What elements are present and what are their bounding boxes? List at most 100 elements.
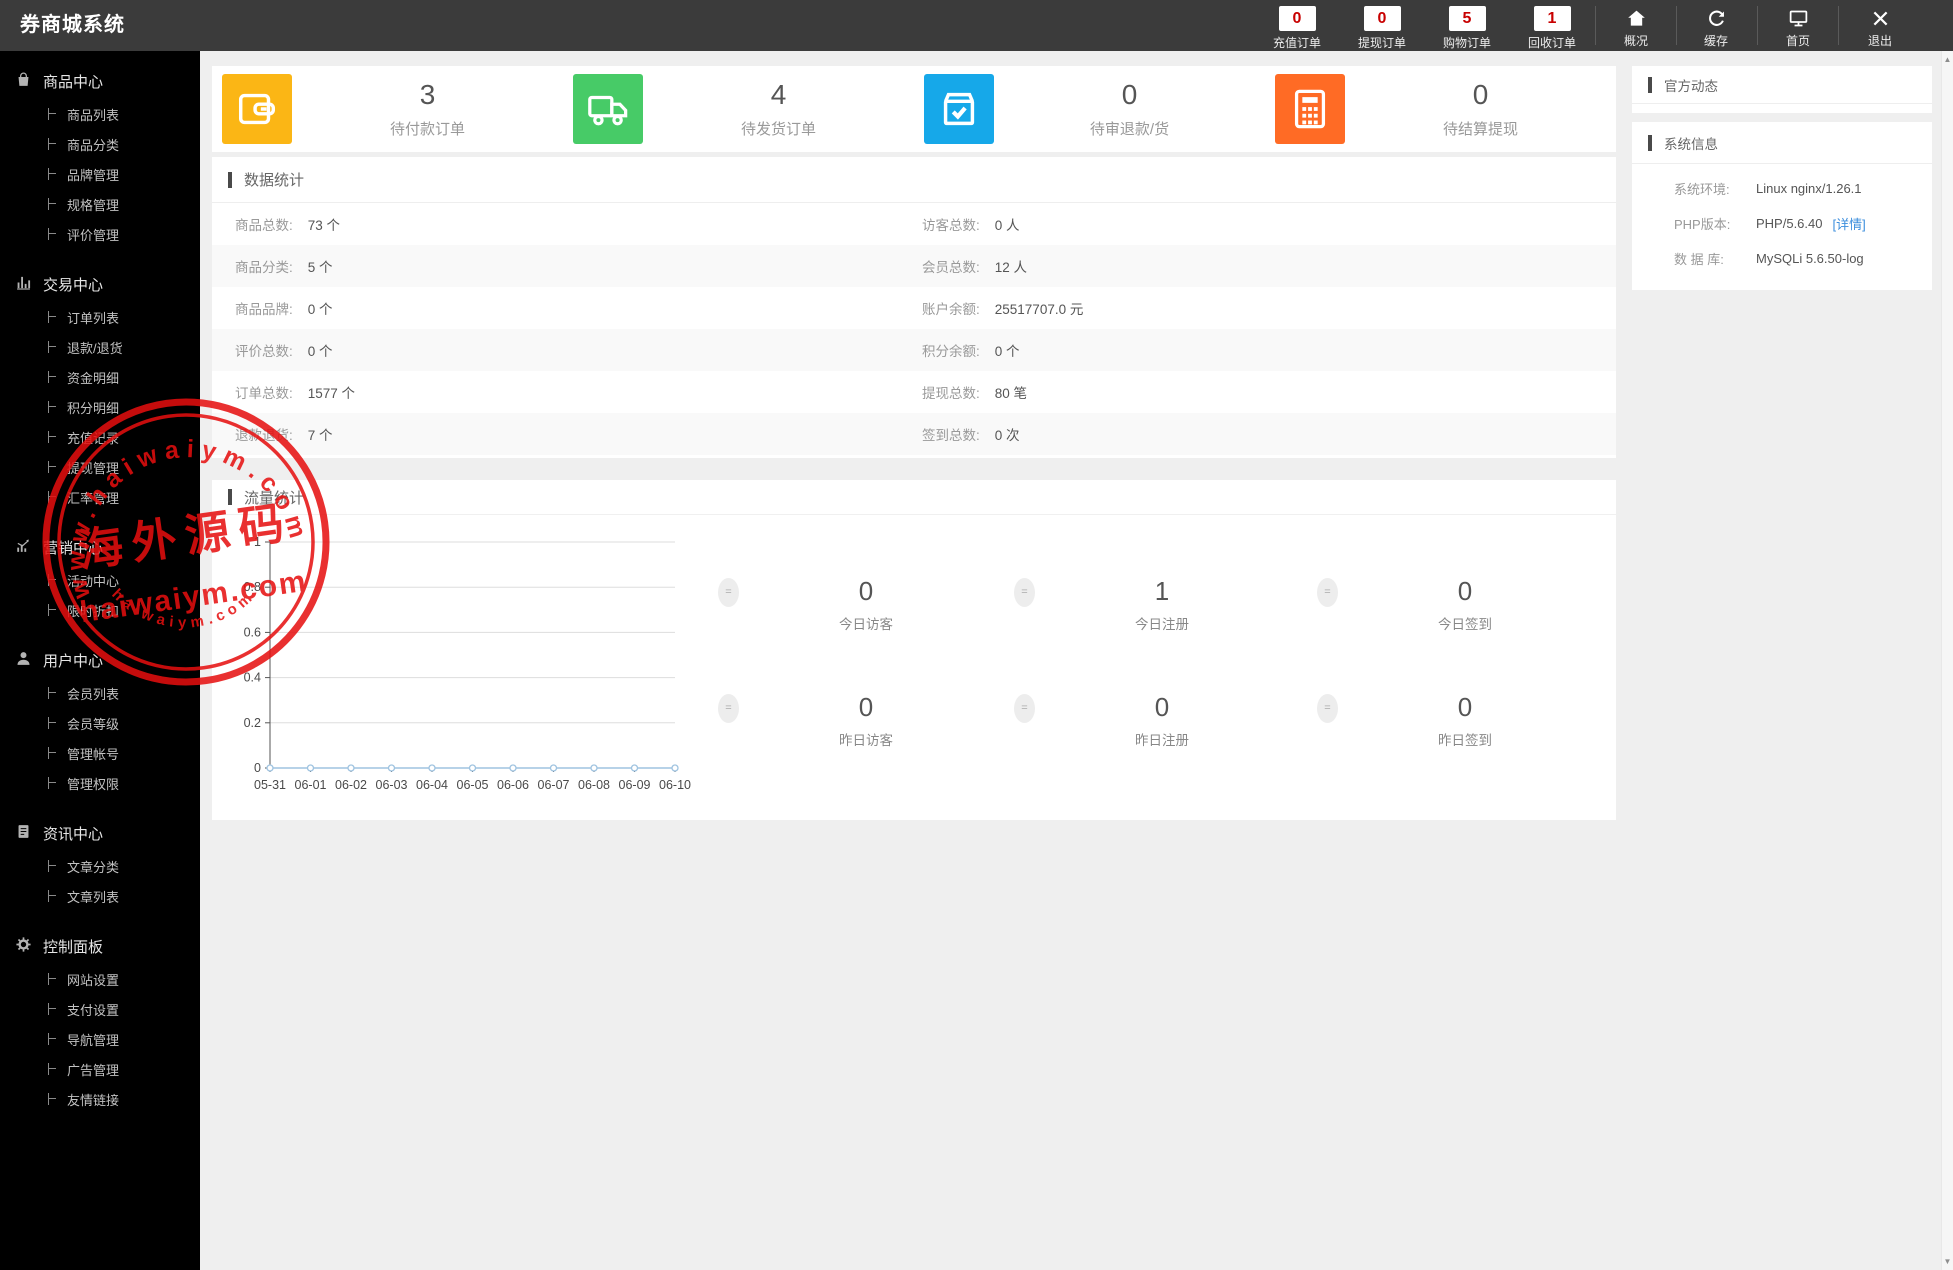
sidebar-item[interactable]: 商品分类 [0,129,200,159]
stat-label: 商品品牌: [235,302,293,317]
sidebar-item-label: 退款/退货 [67,340,123,356]
sidebar-item[interactable]: 商品列表 [0,99,200,129]
sidebar-item[interactable]: 退款/退货 [0,332,200,362]
stat-card-0[interactable]: 3 待付款订单 [212,66,563,152]
submenu-tick-icon [48,198,58,210]
header-separator [1595,6,1596,45]
sidebar-item-label: 管理帐号 [67,746,120,762]
stat-cell: 会员总数: 12 人 [914,256,1616,276]
php-details-link[interactable]: [详情] [1832,217,1866,232]
stat-value: 0 个 [307,302,333,317]
sidebar-item-label: 管理权限 [67,776,120,792]
sidebar-item[interactable]: 规格管理 [0,189,200,219]
php-version-label: PHP版本: [1674,217,1731,232]
sidebar-section-header-3[interactable]: 用户中心 [0,642,200,678]
sidebar-item-label: 活动中心 [67,573,120,589]
official-news-panel: 官方动态 [1632,66,1932,113]
sidebar: 商品中心 商品列表 商品分类 品牌管理 规格管理 评价管理交易中心订单列表退款/退货资金明… [0,51,200,1270]
sidebar-section-header-4[interactable]: 资讯中心 [0,815,200,851]
stat-card-1[interactable]: 4 待发货订单 [563,66,914,152]
sidebar-item[interactable]: 文章分类 [0,851,200,881]
sidebar-section-header-5[interactable]: 控制面板 [0,928,200,964]
badge-count: 1 [1533,6,1571,31]
monitor-icon [1758,8,1838,29]
sidebar-item[interactable]: 积分明细 [0,392,200,422]
traffic-stat-cell: = 0 今日签到 [1315,576,1615,633]
header-separator [1757,6,1758,45]
scroll-down-arrow[interactable]: ▼ [1943,1257,1952,1266]
stat-card-3[interactable]: 0 待结算提现 [1265,66,1616,152]
sidebar-item[interactable]: 管理权限 [0,768,200,798]
sidebar-item[interactable]: 汇率管理 [0,482,200,512]
system-env-label: 系统环境: [1674,182,1730,197]
sidebar-item[interactable]: 会员列表 [0,678,200,708]
traffic-stat-cell: = 0 昨日访客 [716,692,1016,749]
sidebar-item[interactable]: 广告管理 [0,1054,200,1084]
sidebar-item[interactable]: 导航管理 [0,1024,200,1054]
sidebar-section-2: 营销中心活动中心限时折扣 [0,529,200,625]
sidebar-item[interactable]: 评价管理 [0,219,200,249]
sidebar-section-label: 用户中心 [43,652,104,670]
sidebar-section-header-0[interactable]: 商品中心 [0,63,200,99]
header-action-0[interactable]: 概况 [1596,8,1676,49]
data-stats-row: 订单总数: 1577 个 提现总数: 80 笔 [212,371,1616,413]
submenu-tick-icon [48,574,58,586]
sidebar-item-label: 广告管理 [67,1062,120,1078]
equals-badge-icon: = [718,694,739,723]
traffic-stat-label: 昨日签到 [1438,733,1492,748]
scrollbar[interactable]: ▲ ▼ [1941,51,1953,1270]
database-label: 数 据 库: [1674,252,1724,267]
sidebar-item[interactable]: 网站设置 [0,964,200,994]
sidebar-item[interactable]: 订单列表 [0,302,200,332]
sidebar-item[interactable]: 品牌管理 [0,159,200,189]
sidebar-item[interactable]: 支付设置 [0,994,200,1024]
scroll-up-arrow[interactable]: ▲ [1943,55,1952,64]
submenu-tick-icon [48,431,58,443]
stat-card-2[interactable]: 0 待审退款/货 [914,66,1265,152]
sidebar-item[interactable]: 活动中心 [0,565,200,595]
sidebar-item[interactable]: 会员等级 [0,708,200,738]
x-tick-label: 06-10 [659,778,691,792]
truck-icon [573,74,643,144]
action-label: 退出 [1867,34,1892,48]
sidebar-section-header-1[interactable]: 交易中心 [0,266,200,302]
equals-badge-icon: = [1317,578,1338,607]
stat-card-value: 4 [770,79,787,110]
traffic-stat-value: 0 [1154,692,1170,722]
sidebar-item[interactable]: 限时折扣 [0,595,200,625]
sidebar-item-label: 文章分类 [67,859,120,875]
user-icon [15,650,43,671]
submenu-tick-icon [48,461,58,473]
header-action-2[interactable]: 首页 [1758,8,1838,49]
x-tick-label: 06-05 [457,778,489,792]
sidebar-item[interactable]: 资金明细 [0,362,200,392]
x-tick-label: 06-09 [619,778,651,792]
stat-value: 73 个 [307,218,341,233]
stat-label: 账户余额: [922,302,980,317]
sidebar-item[interactable]: 充值记录 [0,422,200,452]
traffic-line-chart: 1 0.8 0.6 0.4 0.2 0 05-31 06-01 06-02 06-03 06-04 0… [244,535,691,792]
header-badge-3[interactable]: 1 回收订单 [1510,6,1594,51]
data-stats-row: 商品总数: 73 个 访客总数: 0 人 [212,203,1616,245]
traffic-stat-label: 今日访客 [839,617,893,632]
sidebar-item[interactable]: 提现管理 [0,452,200,482]
badge-count: 0 [1278,6,1316,31]
sidebar-item[interactable]: 管理帐号 [0,738,200,768]
sidebar-section-label: 交易中心 [43,276,104,294]
header-badge-2[interactable]: 5 购物订单 [1425,6,1509,51]
header-action-1[interactable]: 缓存 [1676,8,1756,49]
x-tick-label: 06-01 [295,778,327,792]
stat-cell: 退款退货: 7 个 [212,424,914,444]
equals-badge-icon: = [1014,578,1035,607]
sidebar-section-header-2[interactable]: 营销中心 [0,529,200,565]
sidebar-item[interactable]: 文章列表 [0,881,200,911]
stat-value: 0 个 [994,344,1020,359]
header-badge-0[interactable]: 0 充值订单 [1255,6,1339,51]
traffic-stat-value: 1 [1154,576,1170,606]
traffic-stat-cell: = 0 昨日签到 [1315,692,1615,749]
sidebar-item-label: 限时折扣 [67,603,120,619]
y-tick-label: 0.6 [244,625,261,639]
header-action-3[interactable]: 退出 [1840,8,1920,49]
sidebar-item[interactable]: 友情链接 [0,1084,200,1114]
header-badge-1[interactable]: 0 提现订单 [1340,6,1424,51]
